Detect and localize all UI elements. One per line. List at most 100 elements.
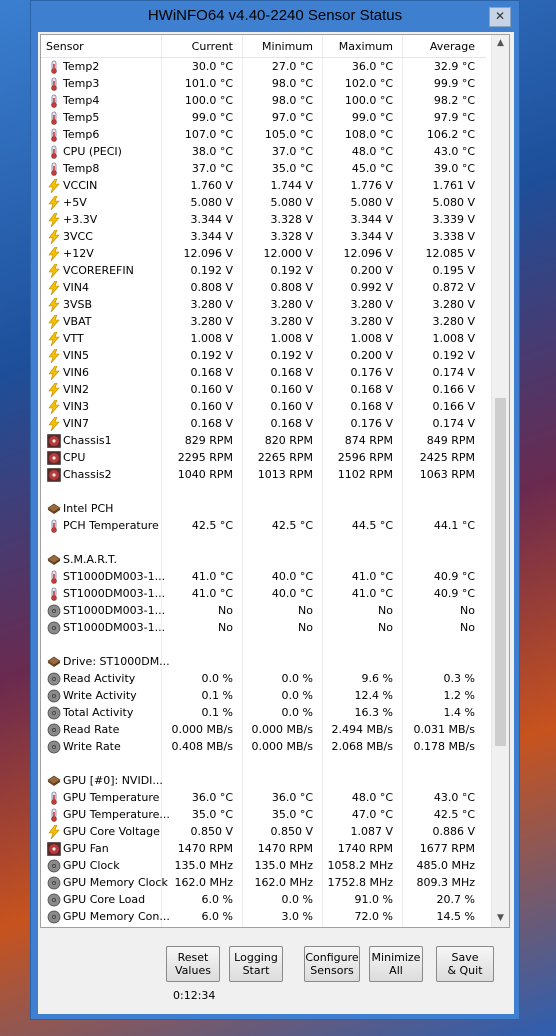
current-value: 41.0 °C: [191, 587, 233, 600]
minimize-all-button[interactable]: Minimize All: [369, 946, 423, 982]
column-divider: [161, 35, 162, 927]
scroll-down-arrow-icon[interactable]: ▼: [497, 913, 504, 923]
lightning-bolt-icon: [47, 365, 61, 381]
maximum-value: 102.0 °C: [344, 77, 393, 90]
table-row[interactable]: VIN4 0.808 V 0.808 V 0.992 V 0.872 V: [41, 279, 486, 296]
save-quit-button[interactable]: Save & Quit: [436, 946, 494, 982]
sensor-name: 3VCC: [63, 230, 93, 243]
table-row[interactable]: Drive: ST1000DM...: [41, 653, 486, 670]
table-row[interactable]: Temp8 37.0 °C 35.0 °C 45.0 °C 39.0 °C: [41, 160, 486, 177]
average-value: 849 RPM: [426, 434, 475, 447]
vertical-scrollbar[interactable]: ▲ ▼: [491, 35, 509, 927]
table-row[interactable]: GPU Temperature 36.0 °C 36.0 °C 48.0 °C 43.0…: [41, 789, 486, 806]
table-row[interactable]: ST1000DM003-1... No No No No: [41, 619, 486, 636]
table-row[interactable]: [41, 755, 486, 772]
table-row[interactable]: GPU Memory Clock 162.0 MHz 162.0 MHz 1752.8…: [41, 874, 486, 891]
table-row[interactable]: PCH Temperature 42.5 °C 42.5 °C 44.5 °C 44.1…: [41, 517, 486, 534]
maximum-value: 99.0 °C: [351, 111, 393, 124]
minimum-value: 0.0 %: [281, 893, 313, 906]
table-row[interactable]: +5V 5.080 V 5.080 V 5.080 V 5.080 V: [41, 194, 486, 211]
header-minimum[interactable]: Minimum: [262, 40, 313, 53]
table-row[interactable]: [41, 636, 486, 653]
table-row[interactable]: VBAT 3.280 V 3.280 V 3.280 V 3.280 V: [41, 313, 486, 330]
table-row[interactable]: [41, 534, 486, 551]
table-row[interactable]: Intel PCH: [41, 500, 486, 517]
table-row[interactable]: ST1000DM003-1... 41.0 °C 40.0 °C 41.0 °C 40.…: [41, 585, 486, 602]
logging-start-button[interactable]: Logging Start: [229, 946, 283, 982]
sensor-name: GPU Memory Con...: [63, 910, 170, 923]
table-row[interactable]: GPU Core Voltage 0.850 V 0.850 V 1.087 V 0.8…: [41, 823, 486, 840]
fan-icon: [47, 451, 61, 465]
lightning-bolt-icon: [47, 824, 61, 840]
sensor-list[interactable]: Sensor Current Minimum Maximum Average T…: [40, 34, 510, 928]
table-row[interactable]: Chassis2 1040 RPM 1013 RPM 1102 RPM 1063 RPM: [41, 466, 486, 483]
table-row[interactable]: VIN3 0.160 V 0.160 V 0.168 V 0.166 V: [41, 398, 486, 415]
minimum-value: 1013 RPM: [257, 468, 313, 481]
current-value: 1.760 V: [190, 179, 233, 192]
table-row[interactable]: Temp6 107.0 °C 105.0 °C 108.0 °C 106.2 °C: [41, 126, 486, 143]
header-current[interactable]: Current: [191, 40, 233, 53]
table-row[interactable]: ST1000DM003-1... 41.0 °C 40.0 °C 41.0 °C 40.…: [41, 568, 486, 585]
minimum-value: 3.328 V: [270, 230, 313, 243]
average-value: 0.886 V: [432, 825, 475, 838]
table-row[interactable]: GPU Fan 1470 RPM 1470 RPM 1740 RPM 1677 RPM: [41, 840, 486, 857]
table-row[interactable]: +3.3V 3.344 V 3.328 V 3.344 V 3.339 V: [41, 211, 486, 228]
table-row[interactable]: ST1000DM003-1... No No No No: [41, 602, 486, 619]
minimum-value: 135.0 MHz: [254, 859, 313, 872]
table-row[interactable]: Temp3 101.0 °C 98.0 °C 102.0 °C 99.9 °C: [41, 75, 486, 92]
table-row[interactable]: [41, 483, 486, 500]
scroll-up-arrow-icon[interactable]: ▲: [497, 38, 504, 48]
maximum-value: 1102 RPM: [337, 468, 393, 481]
header-sensor[interactable]: Sensor: [46, 40, 84, 53]
table-row[interactable]: VIN7 0.168 V 0.168 V 0.176 V 0.174 V: [41, 415, 486, 432]
button-label: Sensors: [310, 964, 354, 977]
current-value: 0.0 %: [201, 672, 233, 685]
table-row[interactable]: Total Activity 0.1 % 0.0 % 16.3 % 1.4 %: [41, 704, 486, 721]
table-row[interactable]: VCCIN 1.760 V 1.744 V 1.776 V 1.761 V: [41, 177, 486, 194]
table-row[interactable]: VIN2 0.160 V 0.160 V 0.168 V 0.166 V: [41, 381, 486, 398]
table-row[interactable]: Read Activity 0.0 % 0.0 % 9.6 % 0.3 %: [41, 670, 486, 687]
table-row[interactable]: Read Rate 0.000 MB/s 0.000 MB/s 2.494 MB/s 0…: [41, 721, 486, 738]
thermometer-icon: [47, 60, 61, 74]
thermometer-icon: [47, 570, 61, 584]
close-button[interactable]: ✕: [489, 7, 511, 27]
table-row[interactable]: VCOREREFIN 0.192 V 0.192 V 0.200 V 0.195 V: [41, 262, 486, 279]
table-row[interactable]: VTT 1.008 V 1.008 V 1.008 V 1.008 V: [41, 330, 486, 347]
table-row[interactable]: GPU Core Load 6.0 % 0.0 % 91.0 % 20.7 %: [41, 891, 486, 908]
table-row[interactable]: GPU Memory Con... 6.0 % 3.0 % 72.0 % 14.5 %: [41, 908, 486, 925]
scroll-thumb[interactable]: [495, 398, 506, 746]
table-row[interactable]: Write Activity 0.1 % 0.0 % 12.4 % 1.2 %: [41, 687, 486, 704]
table-row[interactable]: 3VCC 3.344 V 3.328 V 3.344 V 3.338 V: [41, 228, 486, 245]
table-row[interactable]: VIN5 0.192 V 0.192 V 0.200 V 0.192 V: [41, 347, 486, 364]
header-maximum[interactable]: Maximum: [338, 40, 393, 53]
table-row[interactable]: GPU Clock 135.0 MHz 135.0 MHz 1058.2 MHz 485…: [41, 857, 486, 874]
average-value: 5.080 V: [432, 196, 475, 209]
table-row[interactable]: GPU [#0]: NVIDI...: [41, 772, 486, 789]
sensor-name: PCH Temperature: [63, 519, 159, 532]
average-value: 14.5 %: [436, 910, 475, 923]
title-bar[interactable]: HWiNFO64 v4.40-2240 Sensor Status ✕: [31, 1, 519, 32]
table-row[interactable]: CPU 2295 RPM 2265 RPM 2596 RPM 2425 RPM: [41, 449, 486, 466]
average-value: 1.2 %: [443, 689, 475, 702]
gauge-icon: [47, 604, 61, 618]
current-value: 0.850 V: [190, 825, 233, 838]
table-row[interactable]: Temp2 30.0 °C 27.0 °C 36.0 °C 32.9 °C: [41, 58, 486, 75]
elapsed-timer: 0:12:34: [173, 989, 216, 1002]
minimum-value: 0.000 MB/s: [251, 723, 313, 736]
table-row[interactable]: S.M.A.R.T.: [41, 551, 486, 568]
table-row[interactable]: VIN6 0.168 V 0.168 V 0.176 V 0.174 V: [41, 364, 486, 381]
table-row[interactable]: +12V 12.096 V 12.000 V 12.096 V 12.085 V: [41, 245, 486, 262]
header-average[interactable]: Average: [429, 40, 475, 53]
reset-values-button[interactable]: Reset Values: [166, 946, 220, 982]
table-row[interactable]: 3VSB 3.280 V 3.280 V 3.280 V 3.280 V: [41, 296, 486, 313]
sensor-name: Temp3: [63, 77, 100, 90]
table-row[interactable]: CPU (PECI) 38.0 °C 37.0 °C 48.0 °C 43.0 °C: [41, 143, 486, 160]
configure-sensors-button[interactable]: Configure Sensors: [304, 946, 360, 982]
current-value: 0.168 V: [190, 366, 233, 379]
table-row[interactable]: Write Rate 0.408 MB/s 0.000 MB/s 2.068 MB/s…: [41, 738, 486, 755]
table-row[interactable]: Temp4 100.0 °C 98.0 °C 100.0 °C 98.2 °C: [41, 92, 486, 109]
table-row[interactable]: GPU Temperature... 35.0 °C 35.0 °C 47.0 °C 4…: [41, 806, 486, 823]
table-row[interactable]: Chassis1 829 RPM 820 RPM 874 RPM 849 RPM: [41, 432, 486, 449]
table-row[interactable]: Temp5 99.0 °C 97.0 °C 99.0 °C 97.9 °C: [41, 109, 486, 126]
column-divider: [402, 35, 403, 927]
